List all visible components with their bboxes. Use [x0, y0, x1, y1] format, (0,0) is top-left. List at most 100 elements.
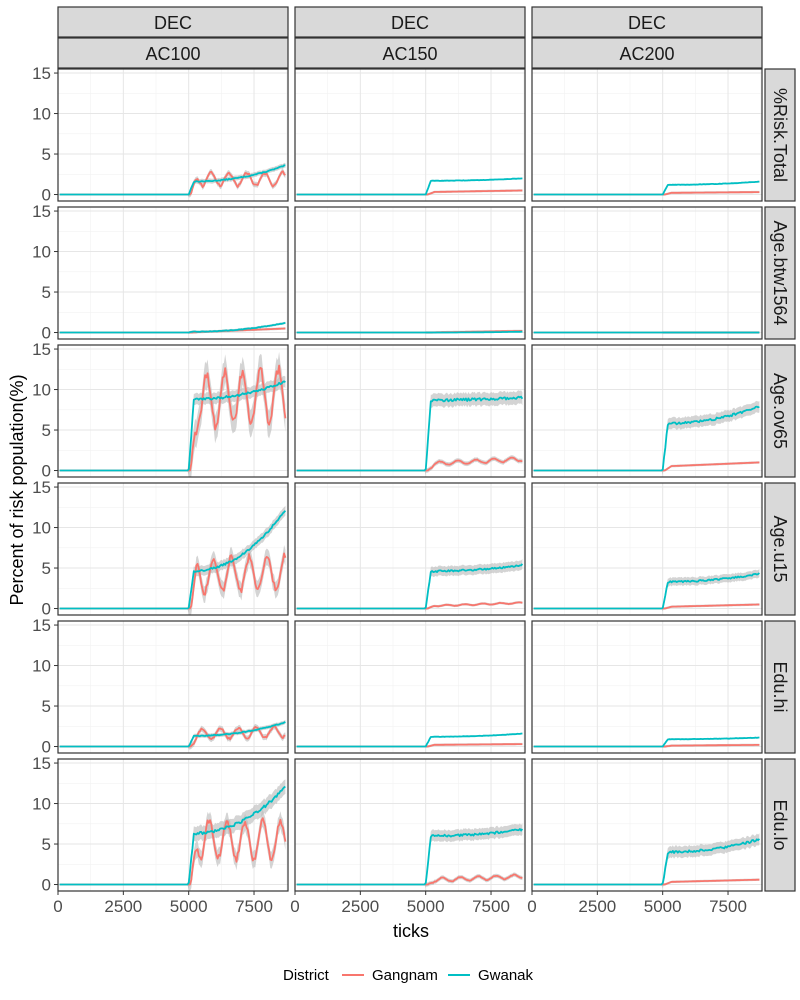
panel-age-u15-ac150 [294, 482, 526, 616]
panel-background [532, 207, 762, 339]
panel-background [58, 69, 288, 201]
panel-risk-total-ac150 [294, 68, 526, 202]
series-line-gwanak [59, 510, 287, 610]
panel-border [531, 482, 763, 616]
x-tick-label: 2500 [578, 897, 616, 916]
series-line-gwanak [296, 330, 523, 334]
strip-background [294, 6, 526, 38]
y-tick-label: 15 [32, 340, 51, 359]
series-line-gwanak [59, 164, 286, 196]
series-line-gwanak [296, 563, 524, 610]
panel-background [295, 207, 525, 339]
series-line-gwanak [533, 838, 761, 886]
y-tick-label: 10 [32, 243, 51, 262]
strip-background [57, 6, 289, 38]
panel-background [295, 759, 525, 891]
strip-top-ac100: AC100 [57, 37, 289, 69]
x-tick-label: 5000 [170, 897, 208, 916]
series-line-gwanak [296, 395, 524, 472]
panel-age-btw1564-ac100 [57, 206, 289, 340]
y-tick-label: 10 [32, 519, 51, 538]
panel-risk-total-ac100 [57, 68, 289, 202]
panel-border [57, 620, 289, 754]
x-tick-label: 7500 [235, 897, 273, 916]
panel-background [58, 207, 288, 339]
ribbon-gangnam [296, 601, 523, 610]
series-line-gwanak [296, 732, 523, 748]
panel-age-u15-ac100 [57, 482, 289, 616]
series-line-gwanak [533, 572, 760, 610]
strip-top-outer-ac200: DEC [531, 6, 763, 38]
y-axis-title: Percent of risk population(%) [7, 374, 27, 605]
panel-background [532, 759, 762, 891]
strip-background [57, 37, 289, 69]
panel-background [58, 759, 288, 891]
y-tick-label: 10 [32, 795, 51, 814]
ribbon-gangnam [59, 809, 286, 891]
series-line-gwanak [59, 380, 286, 472]
panel-edu-lo-ac200 [531, 758, 763, 892]
series-line-gwanak [533, 180, 760, 196]
panel-edu-lo-ac150 [294, 758, 526, 892]
strip-background [764, 482, 796, 616]
strip-label-row: %Risk.Total [770, 88, 790, 182]
y-tick-label: 10 [32, 105, 51, 124]
panel-border [531, 68, 763, 202]
strip-right-age-btw1564: Age.btw1564 [764, 206, 796, 340]
y-tick-label: 5 [42, 145, 51, 164]
strip-label-row: Age.ov65 [770, 373, 790, 449]
y-tick-label: 5 [42, 283, 51, 302]
x-tick-label: 5000 [644, 897, 682, 916]
panel-edu-lo-ac100 [57, 758, 289, 892]
series-line-gwanak [533, 736, 760, 748]
panel-border [57, 344, 289, 478]
panel-background [295, 69, 525, 201]
x-tick-label: 5000 [407, 897, 445, 916]
panel-border [531, 344, 763, 478]
panel-border [531, 620, 763, 754]
ribbon-gangnam [533, 603, 760, 610]
ribbon-gangnam [533, 461, 760, 472]
strip-top-ac150: AC150 [294, 37, 526, 69]
panel-border [294, 206, 526, 340]
panel-risk-total-ac200 [531, 68, 763, 202]
y-tick-label: 5 [42, 835, 51, 854]
strip-label-column: AC200 [619, 44, 674, 64]
panel-border [294, 344, 526, 478]
panel-age-btw1564-ac200 [531, 206, 763, 340]
panel-border [57, 68, 289, 202]
strip-background [764, 68, 796, 202]
y-tick-label: 15 [32, 616, 51, 635]
strip-right-edu-lo: Edu.lo [764, 758, 796, 892]
series-line-gwanak [59, 721, 286, 748]
y-tick-label: 0 [42, 186, 51, 205]
strip-top-outer-ac150: DEC [294, 6, 526, 38]
strip-background [531, 37, 763, 69]
y-tick-label: 15 [32, 64, 51, 83]
strip-label-outer: DEC [628, 13, 666, 33]
panels-layer [57, 68, 763, 892]
strip-right-age-ov65: Age.ov65 [764, 344, 796, 478]
x-tick-label: 0 [53, 897, 62, 916]
ribbon-gwanak [296, 559, 523, 613]
legend-title: District [283, 967, 330, 984]
panel-background [532, 69, 762, 201]
strip-label-column: AC100 [145, 44, 200, 64]
y-tick-label: 15 [32, 478, 51, 497]
panel-background [532, 345, 762, 477]
x-tick-label: 7500 [709, 897, 747, 916]
y-tick-label: 15 [32, 202, 51, 221]
strip-label-row: Edu.lo [770, 799, 790, 850]
strip-background [531, 6, 763, 38]
y-tick-label: 0 [42, 876, 51, 895]
series-line-gwanak [296, 828, 524, 886]
x-tick-label: 0 [290, 897, 299, 916]
y-tick-label: 0 [42, 462, 51, 481]
strip-top-ac200: AC200 [531, 37, 763, 69]
series-line-gwanak [533, 405, 760, 472]
panel-border [57, 206, 289, 340]
ribbon-gwanak [59, 505, 286, 613]
strip-background [764, 758, 796, 892]
ribbon-gwanak [296, 823, 523, 889]
